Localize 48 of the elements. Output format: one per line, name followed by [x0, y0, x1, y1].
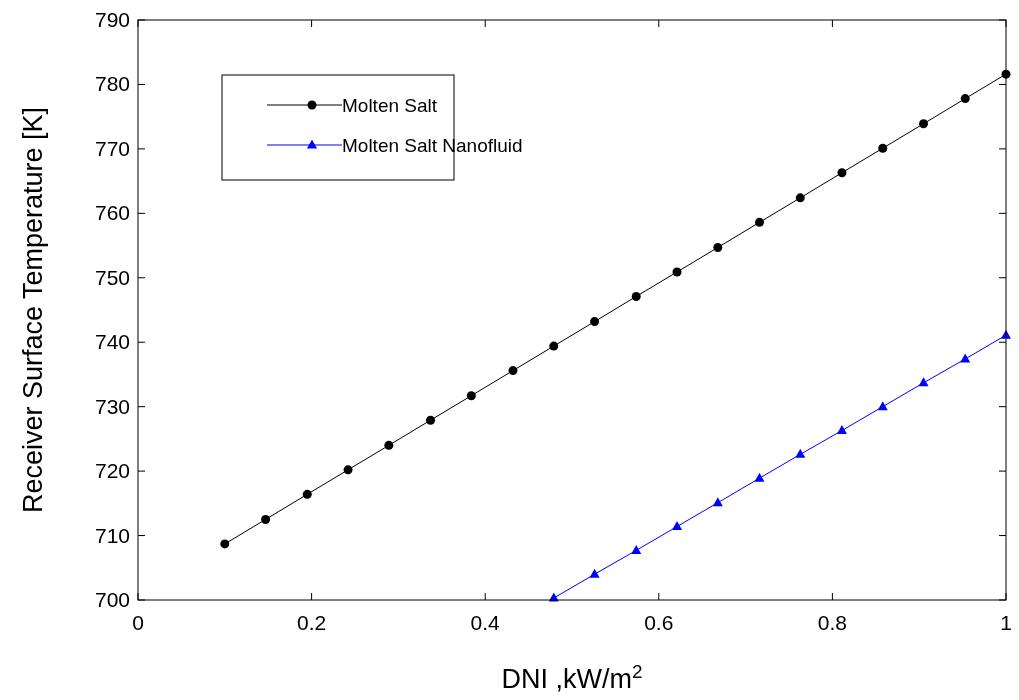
point [589, 568, 600, 578]
point [631, 544, 642, 554]
y-tick-label: 760 [94, 201, 130, 225]
point [631, 291, 641, 301]
point [672, 521, 683, 531]
point [837, 168, 847, 178]
point [754, 472, 765, 482]
y-tick-label: 730 [94, 394, 130, 418]
point [343, 465, 353, 475]
point [261, 514, 271, 524]
y-axis-title: Receiver Surface Temperature [K] [18, 106, 48, 514]
point [302, 489, 312, 499]
legend-label: Molten Salt Nanofluid [342, 135, 523, 156]
point [713, 242, 723, 252]
y-tick-label: 750 [94, 265, 130, 289]
point [384, 440, 394, 450]
y-tick-label: 720 [94, 459, 130, 483]
point [795, 193, 805, 203]
point [877, 401, 888, 411]
point [672, 267, 682, 277]
point [508, 366, 518, 376]
point [220, 539, 230, 549]
x-tick-label: 0.6 [644, 611, 674, 634]
y-tick-label: 740 [94, 330, 130, 354]
y-tick-label: 780 [94, 72, 130, 96]
x-tick-label: 0.8 [817, 611, 847, 634]
point [960, 94, 970, 104]
point [918, 377, 929, 387]
y-tick-label: 770 [94, 136, 130, 160]
x-tick-label: 0.2 [297, 611, 327, 634]
point [754, 217, 764, 227]
x-axis-title: DNI ,kW/m$^{2}$ [501, 660, 643, 694]
x-tick-label: 0.4 [470, 611, 501, 634]
point [878, 143, 888, 153]
point [836, 425, 847, 435]
point [795, 448, 806, 458]
y-tick-label: 710 [94, 523, 130, 547]
point [549, 341, 559, 351]
point [919, 119, 929, 129]
point [712, 497, 723, 507]
point [426, 415, 436, 425]
y-tick-label: 700 [94, 588, 130, 611]
y-tick-label: 790 [94, 8, 130, 31]
x-tick-label: 0 [132, 611, 144, 634]
x-tick-label: 1 [1000, 611, 1012, 634]
point [466, 391, 476, 401]
legend-label: Molten Salt [342, 95, 438, 116]
point [590, 317, 600, 327]
